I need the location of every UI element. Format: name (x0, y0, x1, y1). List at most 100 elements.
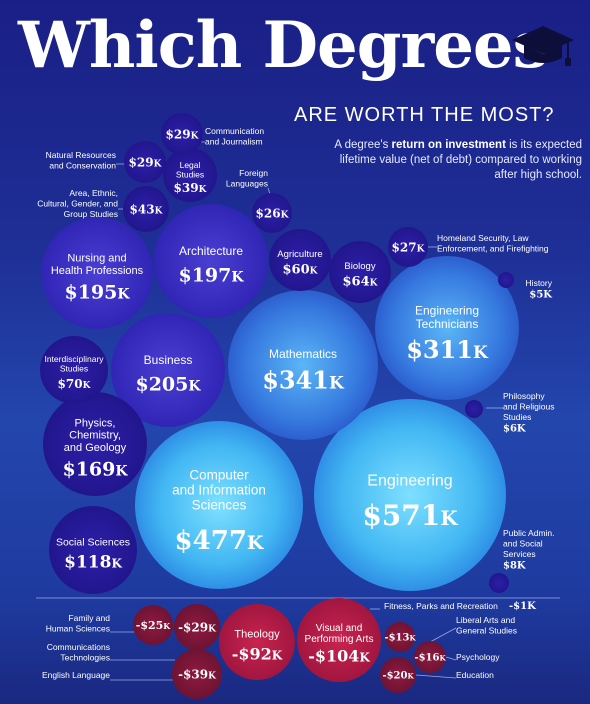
bubble-label-theology: Theology (234, 629, 280, 641)
bubble-theology (219, 604, 295, 680)
bubble-architecture (154, 204, 268, 318)
bubble-biology (329, 241, 391, 303)
bubble-value-physics-chemistry-and-geology: $169K (62, 459, 128, 481)
external-label-area-ethnic-cultural-gender-and-group-studies: Area, Ethnic, Cultural, Gender, and Group … (37, 188, 118, 219)
external-label-communications-technologies: Communications Technologies (47, 642, 110, 663)
bubble-label-physics-chemistry-and-geology: Physics, Chemistry, and Geology (64, 417, 127, 454)
external-label-natural-resources-and-conservation: Natural Resources and Conservation (46, 150, 117, 171)
leader-line (429, 627, 457, 643)
external-value-public-admin-and-social-services: $8K (503, 561, 526, 572)
bubble-label-engineering: Engineering (367, 472, 452, 489)
bubble-homeland-security-law-enforcement-and-firefighting (388, 227, 428, 267)
description-bold: return on investment (391, 139, 506, 151)
bubble-value-foreign-languages: $26K (256, 206, 290, 220)
bubble-public-admin-and-social-services (489, 573, 509, 593)
bubble-value-legal-studies: $39K (174, 181, 208, 195)
bubble-label-computer-and-information-sciences: Computer and Information Sciences (172, 467, 266, 512)
bubble-communications-technologies (174, 604, 220, 650)
bubble-interdisciplinary-studies (40, 336, 108, 404)
external-value-history: $5K (529, 290, 552, 301)
bubble-value-agriculture: $60K (283, 263, 319, 278)
bubble-label-legal-studies: Legal Studies (176, 160, 204, 180)
external-label-foreign-languages: Foreign Languages (226, 168, 268, 189)
bubble-value-nursing-and-health-professions: $195K (64, 282, 130, 304)
external-label-psychology: Psychology (456, 652, 500, 662)
bubble-foreign-languages (252, 193, 292, 233)
bubble-value-engineering-technicians: $311K (406, 335, 489, 364)
bubble-value-biology: $64K (343, 275, 379, 290)
bubble-liberal-arts-and-general-studies (385, 622, 415, 652)
bubble-label-nursing-and-health-professions: Nursing and Health Professions (51, 253, 144, 277)
external-label-philosophy-and-religious-studies: Philosophy and Religious Studies (503, 391, 555, 422)
bubble-label-social-sciences: Social Sciences (56, 537, 130, 549)
external-value-philosophy-and-religious-studies: $6K (503, 424, 526, 435)
bubble-history (498, 272, 514, 288)
bubble-engineering (314, 399, 506, 591)
bubble-legal-studies (163, 148, 217, 202)
leader-lines (110, 141, 513, 681)
external-label-public-admin-and-social-services: Public Admin. and Social Services (503, 528, 555, 559)
bubble-physics-chemistry-and-geology (43, 392, 147, 496)
bubble-value-education: -$20K (382, 671, 414, 682)
external-value-fitness-parks-and-recreation: -$1K (509, 601, 536, 612)
bubble-value-architecture: $197K (178, 265, 244, 287)
bubble-value-communications-technologies: -$29K (178, 620, 217, 634)
bubble-value-mathematics: $341K (262, 365, 345, 394)
bubble-label-agriculture: Agriculture (277, 249, 322, 260)
bubble-value-theology: -$92K (232, 644, 283, 663)
description-after: is its expected lifetime value (net of d… (339, 139, 582, 181)
bubble-engineering-technicians (375, 256, 519, 400)
bubble-mathematics (228, 290, 378, 440)
bubble-natural-resources-and-conservation (124, 141, 166, 183)
bubble-label-engineering-technicians: Engineering Technicians (415, 303, 479, 330)
external-label-english-language: English Language (42, 670, 110, 680)
leader-line (445, 656, 457, 661)
description: A degree's return on investment is its e… (332, 138, 582, 183)
external-labels-layer: Area, Ethnic, Cultural, Gender, and Group … (37, 126, 554, 680)
bubble-label-mathematics: Mathematics (269, 347, 337, 361)
bubble-communication-and-journalism (161, 113, 203, 155)
bubble-nursing-and-health-professions (41, 217, 153, 329)
bubble-label-interdisciplinary-studies: Interdisciplinary Studies (44, 354, 104, 374)
external-label-family-and-human-sciences: Family and Human Sciences (46, 613, 111, 634)
bubble-value-homeland-security-law-enforcement-and-firefighting: $27K (392, 240, 426, 254)
bubble-value-engineering: $571K (362, 499, 458, 532)
bubble-value-area-ethnic-cultural-gender-and-group-studies: $43K (130, 202, 164, 216)
external-label-homeland-security-law-enforcement-and-firefighting: Homeland Security, Law Enforcement, and F… (437, 233, 549, 254)
bubble-business (111, 313, 225, 427)
external-label-fitness-parks-and-recreation: Fitness, Parks and Recreation (384, 601, 498, 611)
external-label-communication-and-journalism: Communication and Journalism (205, 126, 264, 147)
bubble-family-and-human-sciences (133, 605, 173, 645)
bubble-visual-and-performing-arts (297, 598, 381, 682)
bubble-value-family-and-human-sciences: -$25K (136, 619, 172, 632)
bubbles-layer: Engineering $571K Computer and Information S… (40, 113, 519, 699)
page-title: Which Degrees (18, 8, 549, 83)
graduation-cap-icon (512, 26, 574, 66)
bubble-label-business: Business (144, 353, 193, 367)
bubble-area-ethnic-cultural-gender-and-group-studies (123, 186, 169, 232)
bubble-label-biology: Biology (344, 261, 375, 272)
bubble-value-natural-resources-and-conservation: $29K (129, 155, 163, 169)
bubble-psychology (414, 641, 446, 673)
bubble-value-social-sciences: $118K (64, 552, 122, 572)
external-label-education: Education (456, 670, 494, 680)
bubble-social-sciences (49, 506, 137, 594)
description-before: A degree's (334, 139, 392, 151)
leader-line (415, 674, 457, 679)
bubble-label-architecture: Architecture (179, 244, 243, 258)
bubble-value-psychology: -$16K (414, 653, 446, 664)
bubble-value-computer-and-information-sciences: $477K (175, 526, 265, 556)
bubble-value-liberal-arts-and-general-studies: -$13K (384, 633, 416, 644)
bubble-education (380, 657, 416, 693)
bubble-value-communication-and-journalism: $29K (166, 127, 200, 141)
bubble-label-visual-and-performing-arts: Visual and Performing Arts (305, 623, 374, 645)
bubble-philosophy-and-religious-studies (465, 400, 483, 418)
external-label-history: History (526, 278, 553, 288)
external-label-liberal-arts-and-general-studies: Liberal Arts and General Studies (456, 615, 517, 636)
page-subtitle: ARE WORTH THE MOST? (294, 104, 555, 126)
bubble-computer-and-information-sciences (135, 421, 303, 589)
bubble-value-interdisciplinary-studies: $70K (58, 377, 92, 391)
bubble-value-business: $205K (135, 374, 201, 396)
